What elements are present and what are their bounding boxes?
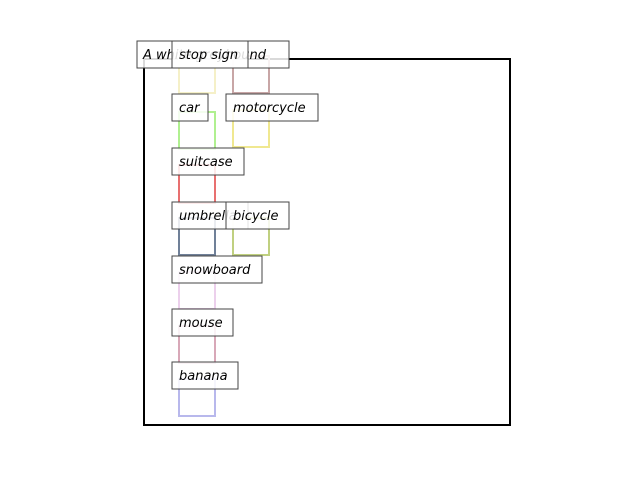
label-snowboard: snowboard	[171, 255, 263, 284]
label-text-car: car	[179, 101, 201, 116]
main-frame	[143, 58, 511, 426]
label-stop-sign: stop sign	[171, 40, 249, 69]
label-motorcycle: motorcycle	[225, 93, 319, 122]
label-text-stop-sign: stop sign	[179, 48, 238, 63]
label-car: car	[171, 93, 209, 122]
label-mouse: mouse	[171, 308, 234, 337]
label-box-car	[171, 93, 209, 122]
label-suitcase: suitcase	[171, 147, 245, 176]
label-text-umbrella: umbrella	[179, 209, 237, 224]
label-bicycle: bicycle	[225, 201, 290, 230]
label-box-mouse	[171, 308, 234, 337]
label-text-mouse: mouse	[179, 316, 223, 331]
label-box-stop-sign	[171, 40, 249, 69]
label-text-suitcase: suitcase	[179, 155, 233, 170]
label-box-banana	[171, 361, 239, 390]
label-box-suitcase	[171, 147, 245, 176]
label-text-bicycle: bicycle	[233, 209, 278, 224]
label-text-snowboard: snowboard	[179, 263, 251, 278]
label-text-motorcycle: motorcycle	[233, 101, 306, 116]
label-banana: banana	[171, 361, 239, 390]
label-box-snowboard	[171, 255, 263, 284]
label-text-banana: banana	[179, 369, 228, 384]
label-box-bicycle	[225, 201, 290, 230]
label-box-motorcycle	[225, 93, 319, 122]
